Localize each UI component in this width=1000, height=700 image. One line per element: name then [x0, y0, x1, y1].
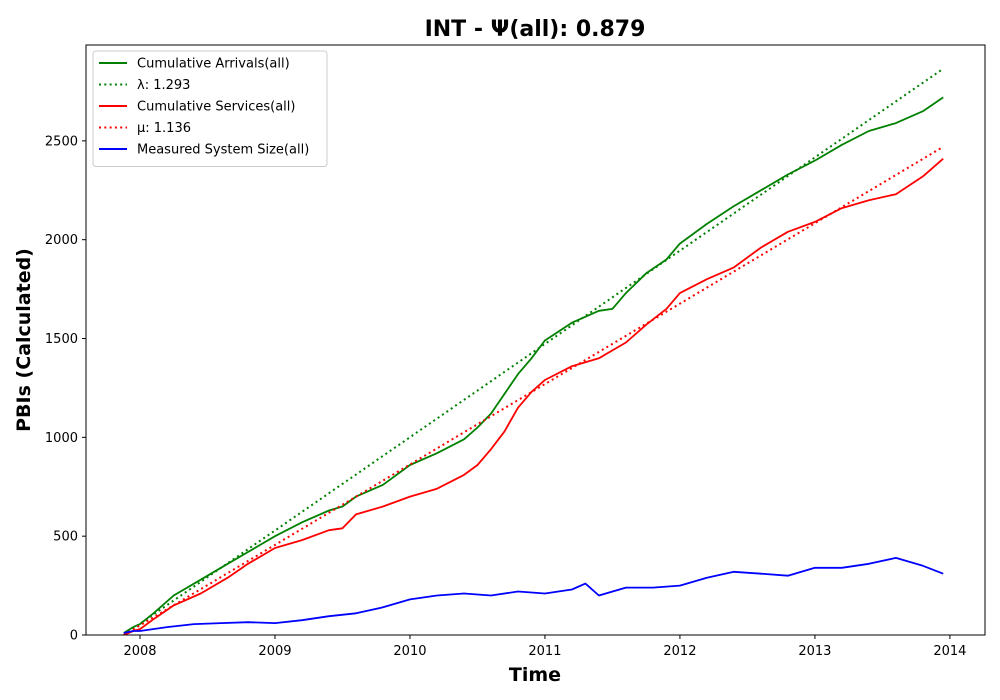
y-tick-label: 2000	[45, 233, 78, 248]
x-tick-label: 2009	[258, 644, 291, 659]
legend-label: Measured System Size(all)	[137, 143, 309, 158]
x-tick-label: 2012	[663, 644, 696, 659]
x-axis-label: Time	[509, 664, 561, 686]
legend-label: Cumulative Services(all)	[137, 100, 295, 115]
y-tick-label: 1000	[45, 431, 78, 446]
legend-label: Cumulative Arrivals(all)	[137, 57, 290, 72]
y-tick-label: 2500	[45, 134, 78, 149]
y-tick-label: 500	[53, 530, 78, 545]
plot-area: 2008 2009 2010 2011 2012 2013 2014 0 500 1000 1500…	[45, 44, 986, 659]
chart-title: INT - Ψ(all): 0.879	[425, 17, 646, 42]
series-line-0	[123, 96, 944, 634]
y-tick-label: 1500	[45, 332, 78, 347]
y-axis-label: PBIs (Calculated)	[13, 248, 35, 432]
y-tick-label: 0	[70, 629, 78, 644]
series-line-2	[123, 158, 944, 635]
legend: Cumulative Arrivals(all) λ: 1.293 Cumulati…	[92, 50, 328, 167]
series-line-4	[123, 557, 944, 634]
x-tick-label: 2011	[528, 644, 561, 659]
series-line-1	[123, 67, 944, 635]
series-group	[123, 67, 944, 635]
legend-box	[92, 50, 328, 167]
legend-label: λ: 1.293	[137, 78, 190, 93]
legend-label: μ: 1.136	[137, 121, 191, 136]
plot-frame	[85, 44, 986, 636]
x-tick-label: 2014	[933, 644, 966, 659]
x-tick-label: 2008	[123, 644, 156, 659]
x-tick-label: 2010	[393, 644, 426, 659]
x-tick-label: 2013	[798, 644, 831, 659]
